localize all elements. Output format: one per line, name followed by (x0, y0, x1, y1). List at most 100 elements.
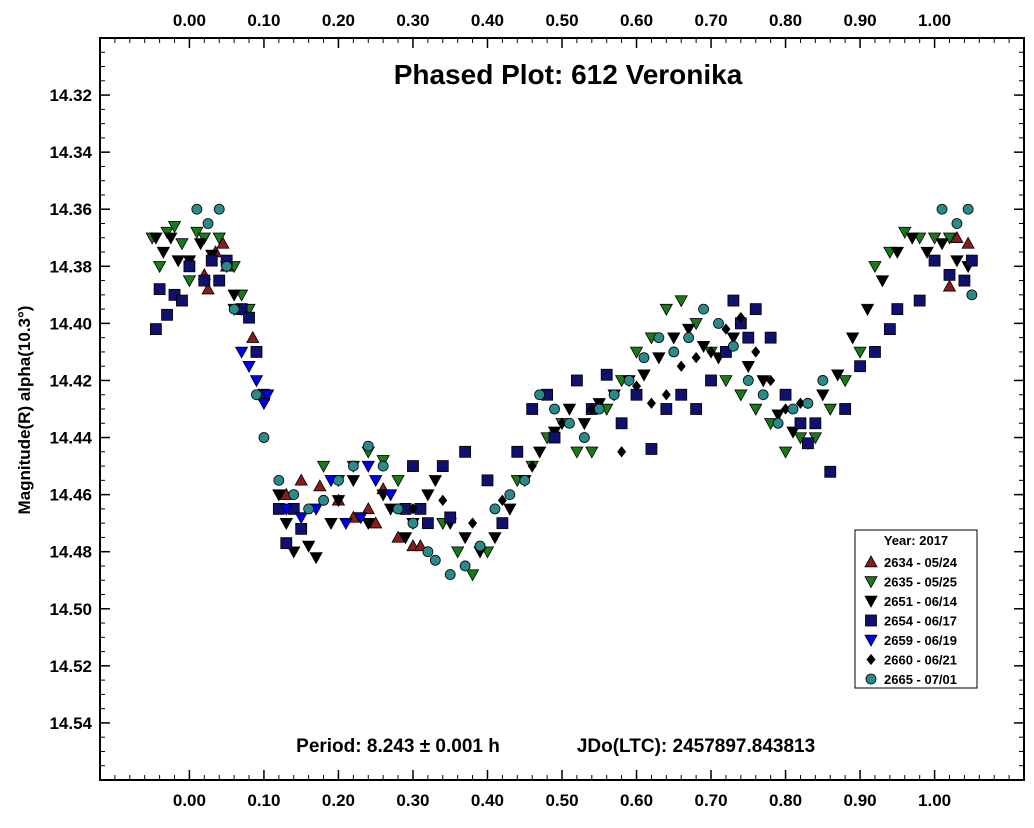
data-point (726, 332, 741, 345)
data-point (413, 539, 428, 552)
data-point (875, 275, 890, 288)
data-point (562, 403, 577, 416)
legend-title: Year: 2017 (884, 533, 948, 548)
data-point (905, 232, 919, 245)
data-point (794, 417, 807, 430)
data-point (779, 388, 792, 401)
legend-entry-label: 2659 - 06/19 (884, 633, 957, 648)
data-point (962, 203, 974, 215)
y-axis-label: Magnitude(R) alpha(10.3°) (15, 306, 34, 515)
data-point (942, 279, 957, 292)
data-point (532, 446, 547, 459)
data-point (816, 389, 830, 402)
data-point (161, 308, 173, 321)
data-point (719, 375, 733, 388)
data-point (294, 473, 308, 486)
data-point (391, 530, 405, 543)
data-point (489, 503, 501, 515)
data-point (577, 418, 592, 431)
data-point (966, 289, 978, 301)
data-point (260, 389, 275, 402)
data-point (742, 331, 755, 344)
data-point (459, 560, 471, 572)
x-tick-label-top: 0.90 (844, 11, 877, 30)
data-point (749, 403, 763, 416)
data-point (504, 489, 516, 501)
y-tick-label: 14.38 (49, 257, 92, 276)
data-point (361, 517, 375, 530)
data-point (676, 360, 686, 372)
x-tick-label-bottom: 0.20 (322, 791, 355, 810)
data-point (661, 389, 671, 401)
x-tick-label-top: 0.60 (620, 11, 653, 30)
data-point (891, 303, 904, 316)
data-point (164, 232, 178, 245)
data-point (771, 409, 785, 422)
x-tick-label-top: 0.50 (545, 11, 578, 30)
data-point (749, 303, 762, 316)
data-point (243, 311, 255, 324)
data-point (422, 546, 434, 558)
legend-marker (866, 653, 876, 666)
data-point (309, 552, 323, 565)
jdo-label: JDo(LTC): 2457897.843813 (577, 736, 815, 757)
data-point (615, 417, 628, 430)
x-tick-label-bottom: 0.30 (396, 791, 429, 810)
data-point (333, 474, 344, 486)
x-tick-label-bottom: 0.90 (844, 791, 877, 810)
x-tick-label-bottom: 0.80 (769, 791, 802, 810)
y-tick-label: 14.40 (49, 314, 92, 333)
data-point (674, 295, 688, 308)
data-point (242, 360, 256, 374)
data-point (488, 532, 502, 545)
data-point (683, 332, 695, 344)
data-point (171, 255, 185, 268)
legend-marker (864, 634, 878, 647)
data-point (497, 494, 507, 506)
data-point (191, 203, 203, 215)
x-tick-label-top: 0.30 (396, 11, 429, 30)
y-tick-label: 14.52 (49, 657, 92, 676)
data-point (817, 375, 829, 386)
legend-marker (864, 576, 878, 589)
data-point (854, 360, 866, 373)
data-point (646, 397, 656, 409)
x-tick-label-top: 0.70 (694, 11, 727, 30)
data-point (943, 268, 956, 281)
data-point (444, 511, 457, 524)
data-point (691, 351, 701, 364)
data-point (935, 238, 949, 251)
data-point (659, 303, 674, 316)
data-point (570, 446, 584, 459)
data-point (824, 465, 837, 478)
x-tick-label-top: 0.00 (173, 11, 206, 30)
data-point (653, 332, 665, 344)
data-point (458, 532, 472, 545)
data-point (438, 494, 448, 506)
data-point (696, 341, 711, 354)
data-point (361, 460, 375, 473)
y-tick-label: 14.34 (49, 143, 92, 162)
x-tick-label-bottom: 0.60 (620, 791, 653, 810)
data-point (295, 522, 308, 535)
data-point (436, 460, 449, 472)
legend: Year: 2017 2634 - 05/24 2635 - 05/25 2651 … (854, 529, 978, 689)
data-point (313, 479, 327, 492)
data-point (764, 331, 777, 344)
data-point (839, 403, 852, 415)
data-point (428, 475, 443, 488)
legend-marker (865, 673, 877, 685)
data-point (246, 330, 260, 343)
data-point (182, 275, 197, 288)
data-point (331, 495, 346, 508)
data-point (272, 489, 286, 502)
data-point (392, 503, 404, 515)
data-point (324, 517, 338, 530)
data-point (183, 260, 196, 273)
data-point (629, 346, 644, 359)
data-point (212, 232, 226, 245)
legend-entry-label: 2634 - 05/24 (884, 555, 958, 570)
x-tick-label-top: 0.80 (769, 11, 802, 30)
axis-tick-labels: 0.00 0.00 0.10 0.10 0.20 0.20 0.30 0.30 0.40 0.40… (49, 11, 951, 810)
y-tick-label: 14.44 (49, 429, 92, 448)
